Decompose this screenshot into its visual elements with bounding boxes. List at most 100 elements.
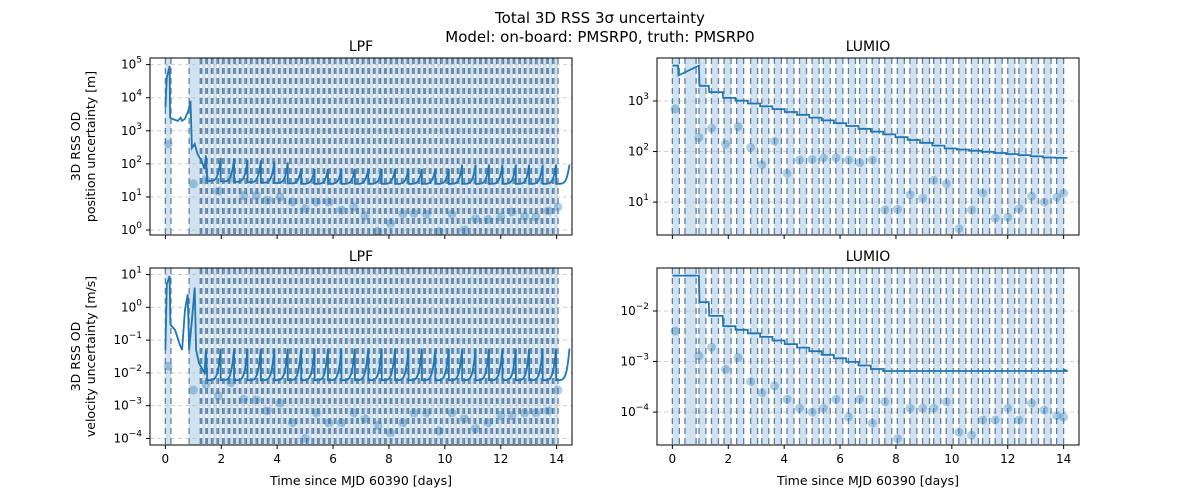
x-tick-label: 8 bbox=[385, 452, 393, 466]
data-point bbox=[373, 420, 383, 430]
observation-band bbox=[419, 58, 424, 235]
data-point bbox=[311, 197, 321, 207]
observation-band bbox=[453, 268, 458, 445]
data-point bbox=[226, 173, 236, 183]
data-point bbox=[720, 364, 730, 374]
observation-band bbox=[285, 58, 290, 235]
data-point bbox=[1014, 203, 1024, 213]
panel-0: 100 101 102 103 104 105 LPF 3D RSS ODposition u… bbox=[68, 39, 573, 239]
observation-band bbox=[481, 58, 486, 235]
observation-band bbox=[786, 268, 794, 445]
observation-band bbox=[224, 58, 229, 235]
data-point bbox=[990, 213, 1000, 223]
observation-band bbox=[736, 58, 744, 235]
observation-band bbox=[542, 268, 547, 445]
data-point bbox=[694, 132, 704, 142]
observation-band bbox=[684, 58, 697, 235]
figure-title-line2: Model: on-board: PMSRP0, truth: PMSRP0 bbox=[445, 28, 754, 46]
data-point bbox=[226, 378, 236, 388]
observation-band bbox=[207, 268, 212, 445]
observation-band bbox=[698, 58, 706, 235]
observation-band bbox=[1044, 268, 1052, 445]
x-tick-label: 14 bbox=[1056, 452, 1071, 466]
data-point bbox=[694, 351, 704, 361]
data-point bbox=[954, 224, 964, 234]
observation-band bbox=[933, 268, 941, 445]
observation-band bbox=[380, 268, 385, 445]
y-tick-label: 10−1 bbox=[113, 331, 142, 347]
data-point bbox=[213, 391, 223, 401]
data-point bbox=[966, 205, 976, 215]
data-point bbox=[360, 211, 370, 221]
observation-band bbox=[509, 268, 514, 445]
observation-band bbox=[296, 268, 301, 445]
observation-band bbox=[257, 58, 262, 235]
observation-band bbox=[537, 58, 542, 235]
observation-band bbox=[363, 58, 368, 235]
data-point bbox=[843, 155, 853, 165]
observation-band bbox=[1018, 268, 1026, 445]
observation-band bbox=[313, 268, 318, 445]
observation-band bbox=[525, 58, 531, 235]
observation-band bbox=[414, 58, 419, 235]
data-point bbox=[670, 326, 680, 336]
observation-band bbox=[922, 268, 930, 445]
observation-band bbox=[761, 268, 769, 445]
observation-band bbox=[503, 268, 508, 445]
data-point bbox=[459, 225, 469, 235]
observation-band bbox=[263, 268, 268, 445]
observation-band bbox=[240, 268, 246, 445]
data-point bbox=[831, 153, 841, 163]
panel-title: LUMIO bbox=[846, 249, 891, 265]
x-tick-label: 10 bbox=[437, 452, 452, 466]
observation-band bbox=[307, 58, 313, 235]
data-point bbox=[507, 411, 517, 421]
y-tick-label: 101 bbox=[121, 188, 142, 204]
observation-band bbox=[799, 268, 807, 445]
observation-band bbox=[1018, 58, 1026, 235]
observation-band bbox=[1044, 58, 1052, 235]
panel-title: LPF bbox=[349, 249, 373, 265]
observation-band bbox=[464, 268, 469, 445]
data-point bbox=[746, 377, 756, 387]
y-tick-label: 104 bbox=[121, 89, 142, 105]
observation-band bbox=[291, 268, 296, 445]
observation-band bbox=[397, 268, 402, 445]
data-point bbox=[483, 418, 493, 428]
data-point bbox=[1003, 212, 1013, 222]
data-point bbox=[300, 203, 310, 213]
observation-band bbox=[397, 58, 402, 235]
observation-band bbox=[229, 58, 234, 235]
observation-band bbox=[274, 58, 279, 235]
data-point bbox=[398, 209, 408, 219]
data-point bbox=[275, 192, 285, 202]
data-point bbox=[519, 408, 529, 418]
data-point bbox=[733, 122, 743, 132]
observation-band bbox=[799, 58, 807, 235]
data-point bbox=[471, 214, 481, 224]
observation-band bbox=[520, 268, 525, 445]
observation-band bbox=[307, 268, 313, 445]
observation-band bbox=[761, 58, 769, 235]
observation-band bbox=[189, 268, 201, 445]
data-point bbox=[496, 212, 506, 222]
data-point bbox=[409, 208, 419, 218]
x-tick-label: 12 bbox=[493, 452, 508, 466]
observation-band bbox=[835, 268, 843, 445]
observation-band bbox=[447, 268, 452, 445]
observation-band bbox=[165, 268, 171, 445]
data-point bbox=[422, 408, 432, 418]
data-point bbox=[917, 193, 927, 203]
uncertainty-line bbox=[672, 64, 1068, 159]
data-point bbox=[769, 136, 779, 146]
observation-band bbox=[946, 58, 954, 235]
x-tick-label: 10 bbox=[944, 452, 959, 466]
data-point bbox=[892, 204, 902, 214]
data-point bbox=[434, 227, 444, 235]
data-point bbox=[706, 123, 716, 133]
observation-band bbox=[430, 58, 436, 235]
data-point bbox=[1039, 197, 1049, 207]
observation-band bbox=[958, 268, 966, 445]
observation-band bbox=[481, 268, 486, 445]
panel-title: LUMIO bbox=[846, 39, 891, 55]
